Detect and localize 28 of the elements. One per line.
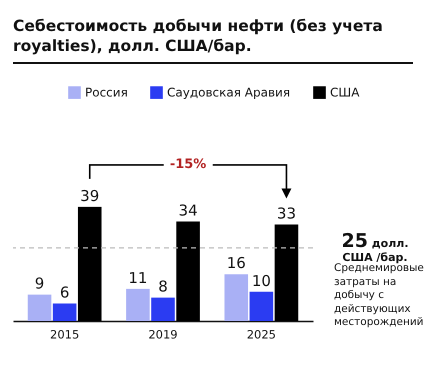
data-label: 11 — [128, 268, 148, 287]
legend-label: Саудовская Аравия — [167, 86, 290, 100]
data-label: 8 — [158, 278, 168, 296]
chart-title: Себестоимость добычи нефти (без учета royalties), долл. США/бар. — [13, 16, 413, 64]
data-label: 9 — [34, 274, 44, 293]
ref-line-label: 25 долл. США /бар. — [341, 230, 408, 264]
bar — [28, 294, 52, 321]
data-label: 33 — [276, 204, 296, 222]
x-tick-label: 2019 — [148, 328, 178, 342]
bar — [224, 274, 248, 321]
bar — [126, 288, 150, 321]
bar — [250, 292, 274, 321]
bar — [176, 222, 200, 321]
data-label: 16 — [226, 254, 246, 272]
bar — [78, 206, 102, 321]
x-tick-label: 2015 — [50, 328, 80, 342]
text: -15% — [164, 156, 212, 173]
data-label: 34 — [178, 202, 198, 220]
x-tick-label: 2025 — [246, 328, 276, 342]
legend-label: США — [330, 86, 360, 100]
data-label: 39 — [80, 186, 100, 205]
bar — [151, 298, 175, 321]
text: Среднемировые затраты на добычу с действующих месторождений — [334, 262, 425, 330]
data-label: 6 — [60, 283, 70, 302]
bar — [52, 303, 76, 321]
bar — [274, 224, 298, 321]
data-label: 10 — [252, 272, 271, 290]
legend-label: Россия — [85, 86, 128, 100]
